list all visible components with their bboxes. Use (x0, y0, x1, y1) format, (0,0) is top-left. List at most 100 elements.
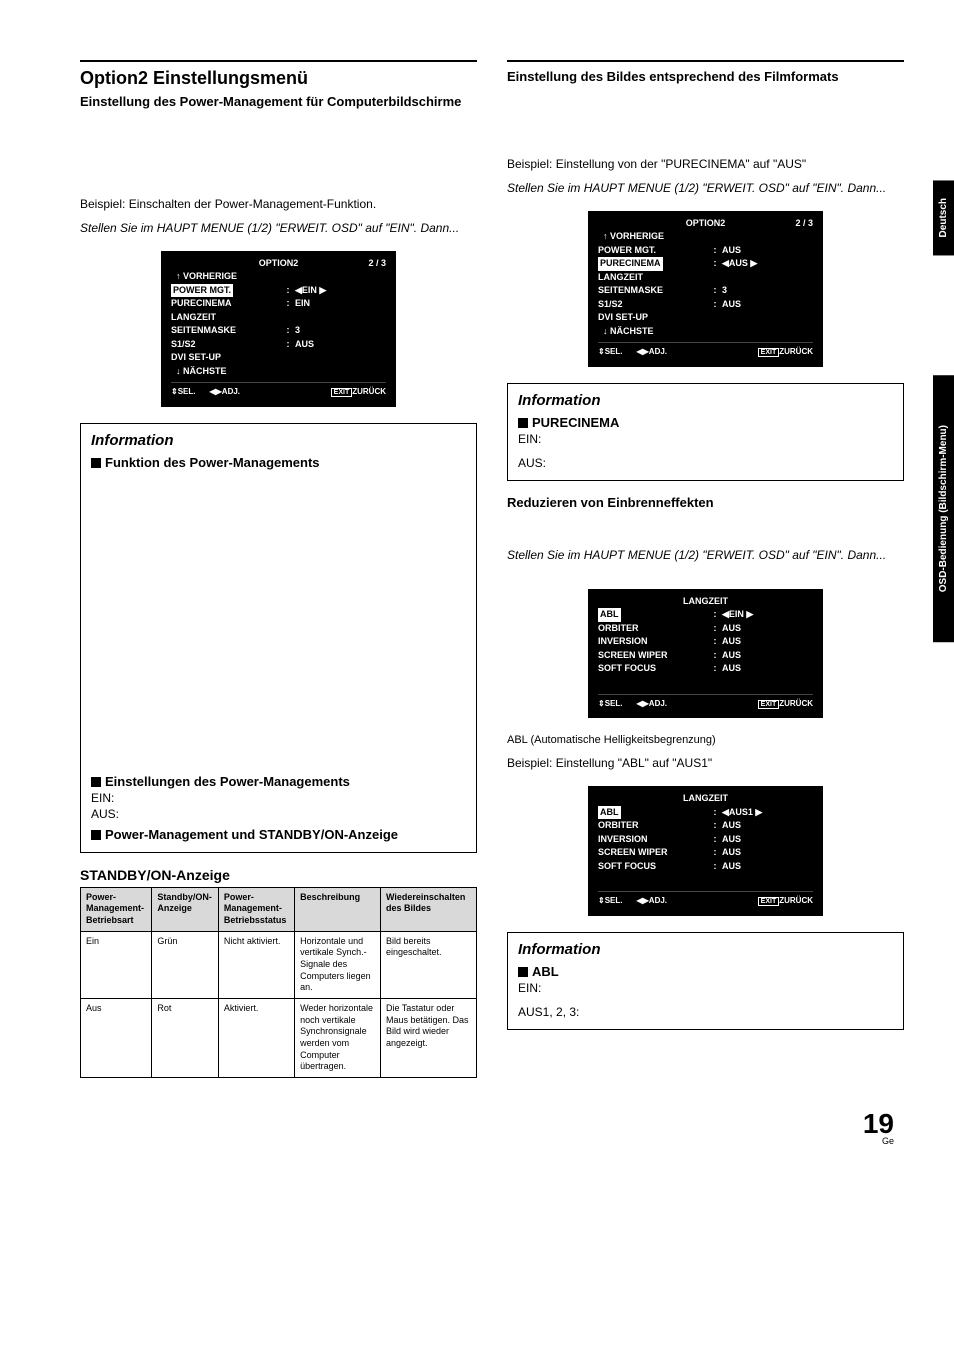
info3-title: Information (518, 941, 893, 958)
osd1-page: 2 / 3 (368, 257, 386, 271)
osd2-page: 2 / 3 (795, 217, 813, 231)
osd-row: PURECINEMA:◀AUS ▶ (598, 257, 813, 271)
osd2-exit: EXIT (758, 348, 780, 357)
osd1-sel: SEL. (178, 387, 196, 396)
table-cell: Aktiviert. (218, 999, 294, 1078)
osd4-sel: SEL. (605, 896, 623, 905)
right-p1: Beispiel: Einstellung von der "PURECINEM… (507, 155, 904, 173)
table-cell: Aus (81, 999, 152, 1078)
osd1-next: NÄCHSTE (183, 366, 227, 376)
osd-row: LANGZEIT (171, 311, 386, 325)
abl-caption: ABL (Automatische Helligkeitsbegrenzung) (507, 734, 904, 746)
osd3-adj: ADJ. (649, 699, 667, 708)
osd1-prev: VORHERIGE (183, 271, 237, 281)
osd1-title: OPTION2 (259, 258, 299, 268)
osd-row: SEITENMASKE:3 (171, 324, 386, 338)
osd-row: SOFT FOCUS:AUS (598, 662, 813, 676)
osd-row: ABL:◀AUS1 ▶ (598, 806, 813, 820)
osd3-back: ZURÜCK (779, 699, 813, 708)
table-header: Beschreibung (295, 887, 381, 931)
osd-row: DVI SET-UP (598, 311, 813, 325)
osd-row: LANGZEIT (598, 271, 813, 285)
info2-title: Information (518, 392, 893, 409)
osd-row: ORBITER:AUS (598, 819, 813, 833)
sidetab-language: Deutsch (933, 180, 954, 255)
infobox-purecinema: Information PURECINEMA EIN: AUS: (507, 383, 904, 481)
right-subtitle: Einstellung des Bildes entsprechend des … (507, 68, 904, 86)
osd-row: SCREEN WIPER:AUS (598, 649, 813, 663)
osd1-back: ZURÜCK (352, 387, 386, 396)
osd-option2-left: OPTION22 / 3 ↑ VORHERIGE POWER MGT.:◀EIN… (161, 251, 396, 407)
standby-table: Power-Management-BetriebsartStandby/ON-A… (80, 887, 477, 1079)
osd1-adj: ADJ. (222, 387, 240, 396)
table-cell: Bild bereits eingeschaltet. (380, 931, 476, 998)
table-cell: Horizontale und vertikale Synch.- Signal… (295, 931, 381, 998)
osd-row: SOFT FOCUS:AUS (598, 860, 813, 874)
right-p2: Stellen Sie im HAUPT MENUE (1/2) "ERWEIT… (507, 179, 904, 197)
table-row: EinGrünNicht aktiviert.Horizontale und v… (81, 931, 477, 998)
osd-row: POWER MGT.:◀EIN ▶ (171, 284, 386, 298)
info3-ein: EIN: (518, 981, 893, 995)
side-tabs: Deutsch OSD-Bedienung (Bildschirm-Menu) (933, 180, 954, 763)
osd-langzeit-2: LANGZEIT ABL:◀AUS1 ▶ORBITER:AUSINVERSION… (588, 786, 823, 916)
osd3-title: LANGZEIT (683, 596, 728, 606)
info2-ein: EIN: (518, 432, 893, 446)
sidetab-section: OSD-Bedienung (Bildschirm-Menu) (933, 375, 954, 642)
info1-ein: EIN: (91, 791, 466, 805)
osd2-title: OPTION2 (686, 218, 726, 228)
table-header: Wiedereinschalten des Bildes (380, 887, 476, 931)
divider (80, 60, 477, 62)
osd1-exit: EXIT (331, 388, 353, 397)
info1-b1: Funktion des Power-Managements (105, 455, 320, 470)
table-row: AusRotAktiviert.Weder horizontale noch v… (81, 999, 477, 1078)
right-p3: Beispiel: Einstellung "ABL" auf "AUS1" (507, 754, 904, 772)
info1-aus: AUS: (91, 807, 466, 821)
osd2-back: ZURÜCK (779, 347, 813, 356)
osd3-sel: SEL. (605, 699, 623, 708)
table-header: Power-Management-Betriebsstatus (218, 887, 294, 931)
table-header: Power-Management-Betriebsart (81, 887, 152, 931)
info1-title: Information (91, 432, 466, 449)
osd2-adj: ADJ. (649, 347, 667, 356)
info1-b3: Power-Management und STANDBY/ON-Anzeige (105, 827, 398, 842)
osd-row: DVI SET-UP (171, 351, 386, 365)
info3-b1: ABL (532, 964, 559, 979)
osd-row: S1/S2:AUS (171, 338, 386, 352)
osd-row: SEITENMASKE:3 (598, 284, 813, 298)
osd-row: INVERSION:AUS (598, 635, 813, 649)
table-cell: Die Tastatur oder Maus betätigen. Das Bi… (380, 999, 476, 1078)
osd-row: ORBITER:AUS (598, 622, 813, 636)
left-p2: Stellen Sie im HAUPT MENUE (1/2) "ERWEIT… (80, 219, 477, 237)
left-column: Option2 Einstellungsmenü Einstellung des… (80, 60, 477, 1078)
table-cell: Rot (152, 999, 219, 1078)
sec2-p2: Stellen Sie im HAUPT MENUE (1/2) "ERWEIT… (507, 546, 904, 564)
osd-row: PURECINEMA:EIN (171, 297, 386, 311)
sec-reduce-title: Reduzieren von Einbrenneffekten (507, 495, 904, 510)
osd-row: SCREEN WIPER:AUS (598, 846, 813, 860)
osd4-exit: EXIT (758, 897, 780, 906)
left-p1: Beispiel: Einschalten der Power-Manageme… (80, 195, 477, 213)
infobox-abl: Information ABL EIN: AUS1, 2, 3: (507, 932, 904, 1030)
pagenum-s: Ge (80, 1136, 894, 1146)
info2-b1: PURECINEMA (532, 415, 619, 430)
osd-option2-right: OPTION22 / 3 ↑ VORHERIGE POWER MGT.:AUSP… (588, 211, 823, 367)
table-cell: Nicht aktiviert. (218, 931, 294, 998)
divider (507, 60, 904, 62)
osd3-exit: EXIT (758, 700, 780, 709)
osd-row: INVERSION:AUS (598, 833, 813, 847)
page-number: 19 Ge (80, 1108, 904, 1146)
osd4-title: LANGZEIT (683, 793, 728, 803)
osd-row: ABL:◀EIN ▶ (598, 608, 813, 622)
osd2-next: NÄCHSTE (610, 326, 654, 336)
right-column: Einstellung des Bildes entsprechend des … (507, 60, 904, 1078)
standby-table-title: STANDBY/ON-Anzeige (80, 867, 477, 883)
table-cell: Weder horizontale noch vertikale Synchro… (295, 999, 381, 1078)
left-subtitle: Einstellung des Power-Management für Com… (80, 93, 477, 111)
info3-aus: AUS1, 2, 3: (518, 1005, 893, 1019)
osd4-back: ZURÜCK (779, 896, 813, 905)
info1-b2: Einstellungen des Power-Managements (105, 774, 350, 789)
osd-row: S1/S2:AUS (598, 298, 813, 312)
pagenum-n: 19 (863, 1108, 894, 1139)
osd2-sel: SEL. (605, 347, 623, 356)
osd2-prev: VORHERIGE (610, 231, 664, 241)
